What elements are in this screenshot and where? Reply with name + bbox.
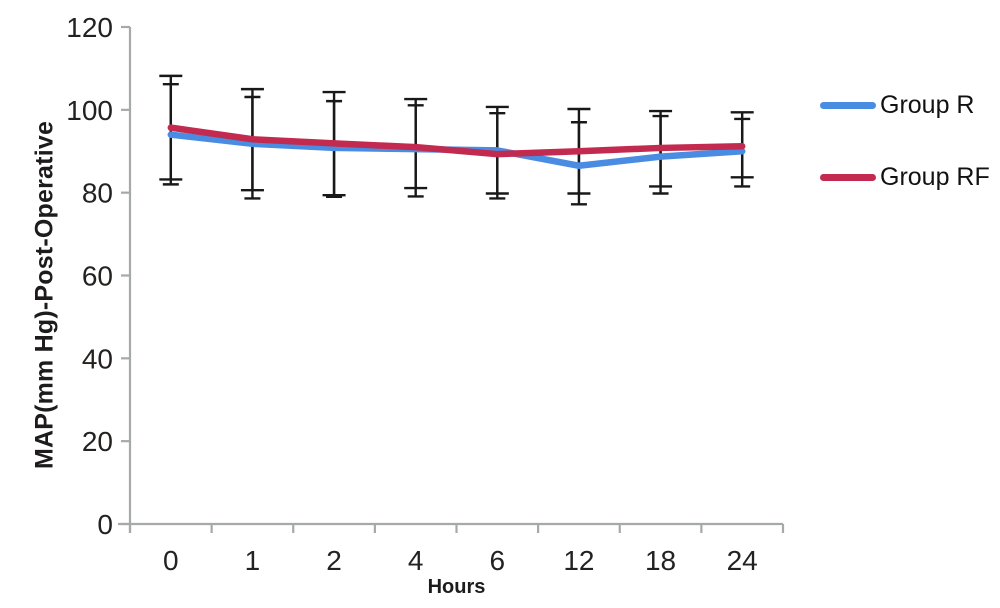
x-tick-label: 2 [326, 545, 342, 576]
legend-entry-group-r: Group R [820, 88, 990, 122]
legend-label-group-rf: Group RF [880, 162, 990, 191]
legend-label-group-r: Group R [880, 90, 975, 119]
series-line-group-rf [167, 124, 746, 158]
x-axis-title: Hours [427, 576, 486, 598]
legend-swatch-group-rf [820, 173, 876, 181]
x-tick-label: 1 [245, 545, 261, 576]
y-tick-label: 20 [82, 426, 113, 457]
y-axis-title: MAP(mm Hg)-Post-Operative [30, 120, 59, 470]
legend: Group R Group RF [820, 88, 990, 194]
y-tick-label: 120 [66, 12, 113, 43]
y-tick-label: 40 [82, 343, 113, 374]
x-tick-label: 6 [490, 545, 506, 576]
y-tick-label: 60 [82, 261, 113, 292]
x-tick-label: 18 [645, 545, 676, 576]
x-tick-label: 12 [563, 545, 594, 576]
y-tick-label: 80 [82, 178, 113, 209]
x-tick-label: 24 [727, 545, 758, 576]
axes [118, 25, 785, 533]
y-tick-label: 0 [97, 509, 113, 540]
legend-swatch-group-r [820, 101, 876, 109]
y-tick-label: 100 [66, 95, 113, 126]
x-tick-label: 0 [163, 545, 179, 576]
x-tick-label: 4 [408, 545, 424, 576]
legend-entry-group-rf: Group RF [820, 160, 990, 194]
